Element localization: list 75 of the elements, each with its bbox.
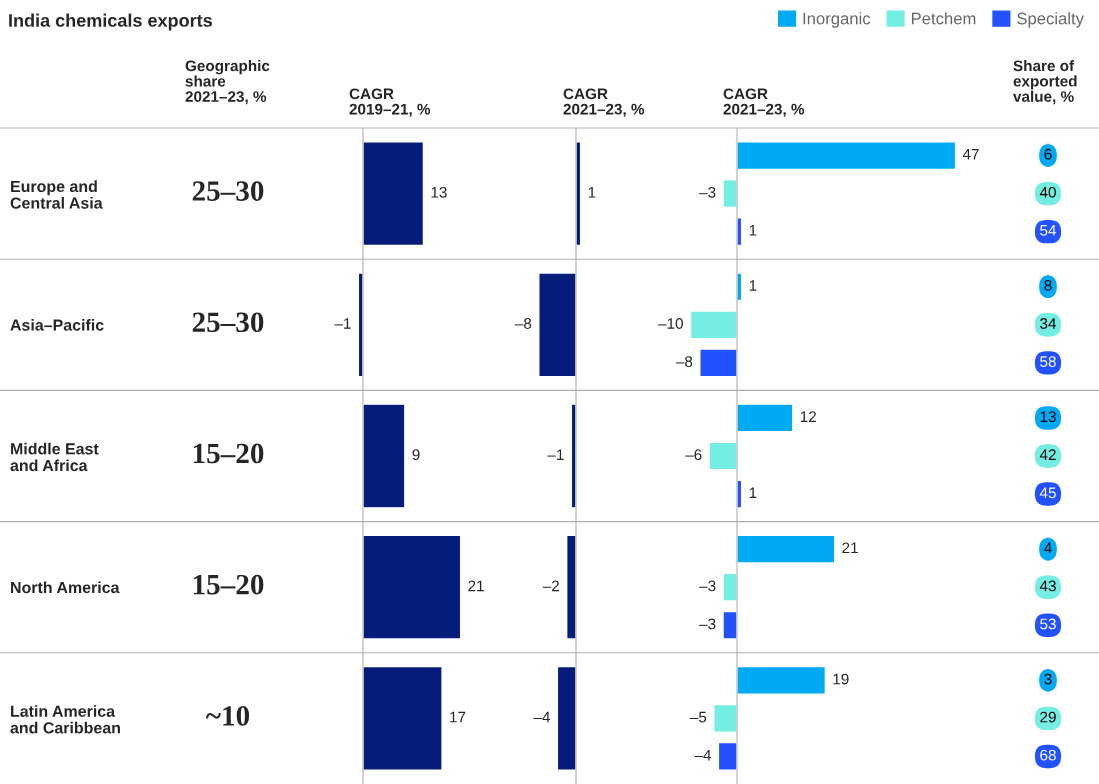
data-label: –1 bbox=[547, 449, 564, 460]
bar bbox=[708, 441, 738, 471]
text: 8 bbox=[1044, 280, 1052, 291]
text: Share of exported value, % bbox=[1013, 60, 1077, 105]
bar bbox=[689, 310, 738, 340]
text: 40 bbox=[1039, 186, 1056, 198]
legend-label: Specialty bbox=[1017, 12, 1084, 28]
text: 34 bbox=[1040, 318, 1057, 329]
chart-title: CAGR 2019–21, % bbox=[349, 88, 431, 117]
data-label: 17 bbox=[450, 711, 466, 723]
y-tick-label: Middle East and Africa bbox=[10, 442, 99, 472]
bar bbox=[362, 665, 443, 771]
y-tick-label: Europe and Central Asia bbox=[10, 180, 103, 209]
text: ~10 bbox=[206, 706, 250, 726]
data-label: 21 bbox=[468, 580, 484, 592]
data-label: 19 bbox=[833, 673, 849, 685]
data-label: –6 bbox=[685, 449, 702, 461]
bar bbox=[717, 741, 738, 771]
data-label: –3 bbox=[699, 618, 716, 630]
y-tick-label: Latin America and Caribbean bbox=[10, 705, 120, 734]
bar bbox=[362, 403, 406, 509]
text: 58 bbox=[1040, 356, 1056, 367]
data-label: 1 bbox=[749, 487, 757, 498]
data-label: –5 bbox=[689, 711, 707, 723]
text: 53 bbox=[1040, 618, 1056, 630]
data-label: 47 bbox=[962, 148, 979, 160]
data-label: 1 bbox=[749, 280, 757, 291]
text: 6 bbox=[1044, 148, 1052, 160]
bar bbox=[722, 572, 738, 602]
text: 13 bbox=[1040, 411, 1056, 423]
data-label: –8 bbox=[514, 318, 532, 329]
text: 15–20 bbox=[193, 443, 264, 464]
bar bbox=[736, 403, 794, 433]
data-label: –4 bbox=[533, 711, 551, 723]
text: 42 bbox=[1039, 449, 1056, 460]
y-tick-label: Asia–Pacific bbox=[10, 319, 104, 331]
text: 43 bbox=[1039, 580, 1056, 592]
chart-title: CAGR 2021–23, % bbox=[563, 88, 645, 117]
data-label: –3 bbox=[699, 580, 716, 592]
data-label: 13 bbox=[431, 186, 447, 198]
data-label: –8 bbox=[675, 356, 693, 367]
text: Geographic share 2021–23, % bbox=[185, 60, 270, 105]
data-label: –2 bbox=[542, 580, 559, 592]
text: 45 bbox=[1039, 487, 1056, 499]
bar bbox=[722, 610, 738, 640]
data-label: 21 bbox=[842, 542, 858, 554]
text: 25–30 bbox=[192, 181, 264, 201]
bar bbox=[699, 348, 738, 378]
data-label: 12 bbox=[800, 411, 816, 422]
text: 29 bbox=[1040, 711, 1056, 723]
data-label: 1 bbox=[749, 225, 757, 236]
y-tick-label: North America bbox=[11, 581, 120, 594]
text: 68 bbox=[1040, 749, 1056, 761]
legend-label: Petchem bbox=[911, 12, 976, 25]
bar bbox=[713, 703, 738, 733]
text: 3 bbox=[1044, 673, 1052, 685]
text: 4 bbox=[1044, 542, 1052, 554]
data-label: –10 bbox=[658, 318, 683, 329]
data-label: 9 bbox=[412, 449, 420, 461]
text: 15–20 bbox=[193, 574, 264, 595]
bar bbox=[736, 665, 827, 695]
legend-label: Inorganic bbox=[803, 12, 871, 28]
text: 25–30 bbox=[192, 312, 264, 333]
bar bbox=[362, 141, 425, 247]
chart-title: CAGR 2021–23, % bbox=[723, 88, 805, 117]
bar bbox=[362, 534, 462, 640]
bar bbox=[722, 179, 738, 209]
data-label: –3 bbox=[699, 186, 716, 198]
data-label: –4 bbox=[694, 749, 712, 761]
text: 54 bbox=[1040, 225, 1057, 236]
text: India chemicals exports bbox=[9, 13, 212, 31]
data-label: –1 bbox=[334, 318, 351, 329]
bar bbox=[736, 141, 957, 171]
bar bbox=[736, 534, 836, 564]
data-label: 1 bbox=[588, 187, 596, 198]
